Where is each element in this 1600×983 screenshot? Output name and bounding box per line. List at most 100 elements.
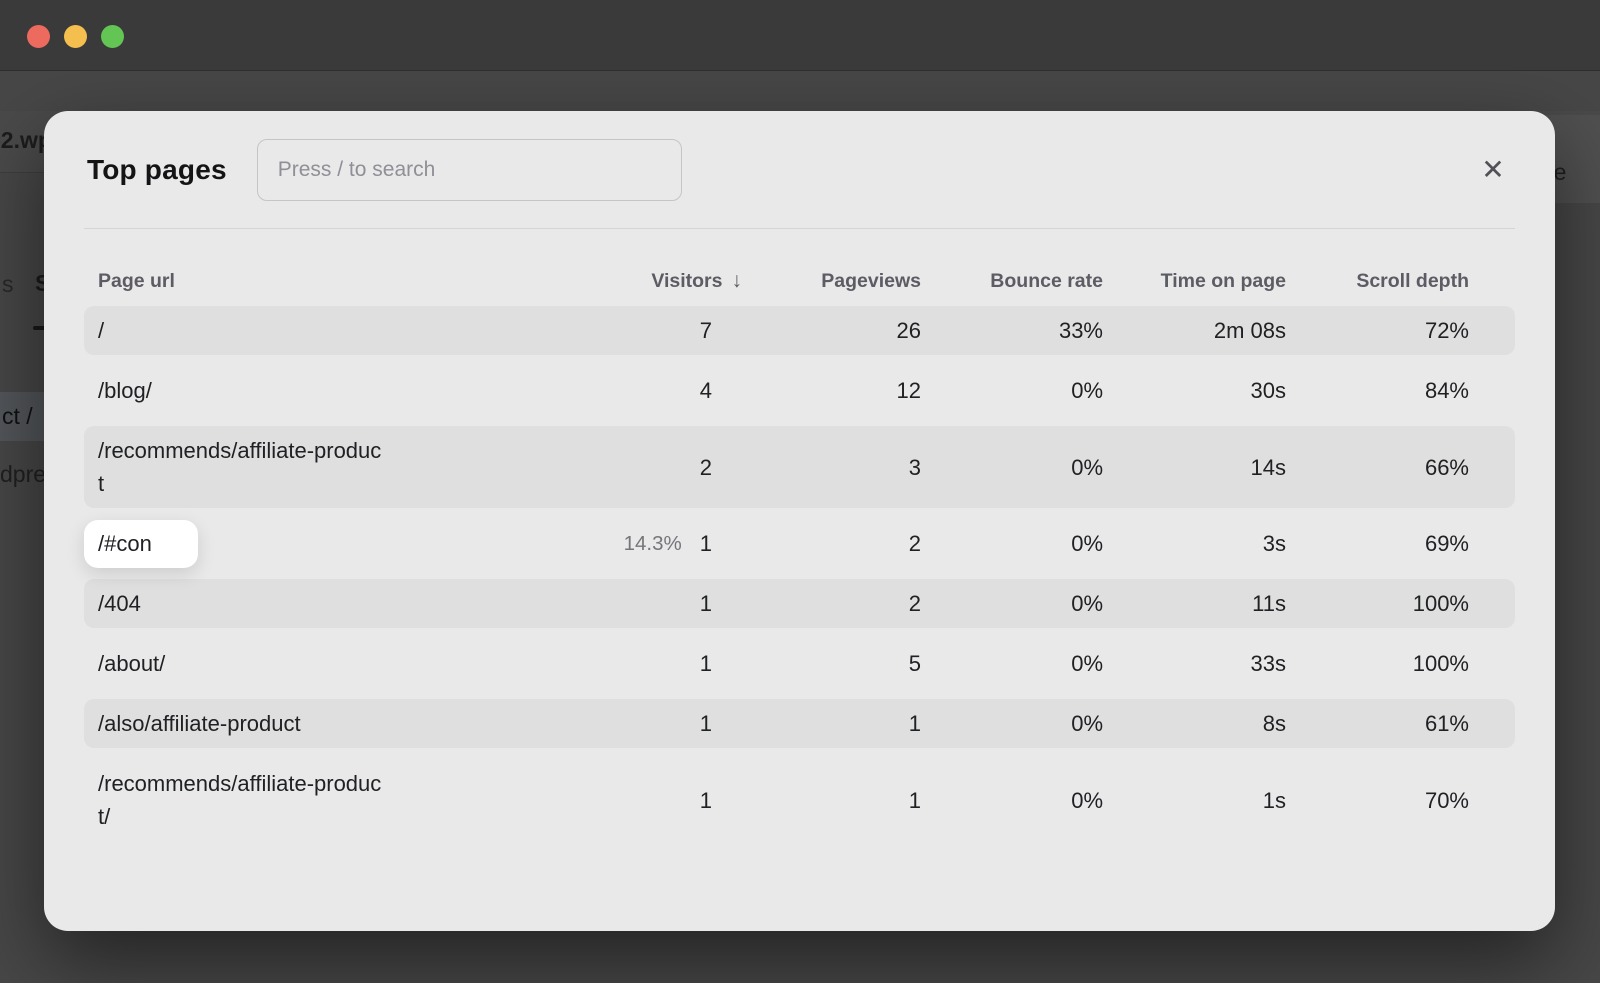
column-header-time-on-page[interactable]: Time on page	[1160, 270, 1286, 292]
pageviews-value: 3	[908, 454, 921, 480]
window-titlebar	[0, 0, 1600, 71]
page-url-cell: /also/affiliate-product	[84, 707, 504, 740]
close-icon: ✕	[1481, 153, 1505, 185]
visitors-value: 1	[699, 711, 712, 736]
pageviews-value: 2	[908, 531, 921, 556]
pageviews-value: 12	[896, 378, 921, 403]
close-button[interactable]: ✕	[1471, 148, 1515, 192]
bounce-rate-cell: 0%	[921, 374, 1103, 407]
time-on-page-value: 2m 08s	[1213, 318, 1286, 343]
table-row[interactable]: /also/affiliate-product 1 1 0% 8s 61%	[84, 699, 1515, 748]
scroll-depth-value: 84%	[1424, 378, 1469, 403]
pageviews-cell: 3	[712, 451, 921, 484]
visitors-cell: 1	[504, 587, 712, 620]
pageviews-cell: 5	[712, 647, 921, 680]
visitors-value: 1	[699, 531, 712, 556]
scroll-depth-cell: 70%	[1286, 784, 1469, 817]
search-input[interactable]	[256, 138, 682, 201]
page-url: /404	[98, 591, 141, 616]
table-row[interactable]: /#con 14.3% 1 2 0% 3s 69%	[84, 519, 1515, 568]
visitors-cell: 2	[504, 451, 712, 484]
bounce-rate-value: 0%	[1071, 454, 1103, 480]
background-text-fragment: dpre	[0, 461, 47, 487]
column-header-visitors[interactable]: Visitors ↓	[651, 269, 742, 292]
visitors-value: 1	[699, 651, 712, 676]
table-row[interactable]: / 7 26 33% 2m 08s 72%	[84, 306, 1515, 355]
table-row[interactable]: /blog/ 4 12 0% 30s 84%	[84, 366, 1515, 415]
time-on-page-value: 14s	[1250, 454, 1286, 480]
scroll-depth-cell: 69%	[1286, 527, 1469, 560]
hover-highlight-pill	[84, 519, 198, 568]
column-header-scroll-depth[interactable]: Scroll depth	[1356, 270, 1469, 292]
scroll-depth-cell: 61%	[1286, 707, 1469, 740]
bounce-rate-cell: 0%	[921, 647, 1103, 680]
scroll-depth-cell: 100%	[1286, 587, 1469, 620]
page-url-cell: /recommends/affiliate-product	[84, 434, 504, 500]
dialog-title: Top pages	[87, 153, 227, 185]
scroll-depth-value: 72%	[1424, 318, 1469, 343]
visitors-value: 4	[699, 378, 712, 403]
bounce-rate-value: 0%	[1071, 378, 1103, 403]
column-header-page-url[interactable]: Page url	[98, 270, 175, 292]
visitors-cell: 1	[504, 647, 712, 680]
time-on-page-cell: 1s	[1103, 784, 1286, 817]
table-header: Page url Visitors ↓ Pageviews Bounce rate Tim…	[84, 269, 1515, 293]
page-url: /about/	[98, 651, 166, 676]
dialog-header: Top pages ✕	[84, 111, 1515, 229]
scroll-depth-value: 61%	[1424, 711, 1469, 736]
traffic-light-close-button[interactable]	[27, 25, 50, 48]
table-row[interactable]: /recommends/affiliate-product/ 1 1 0% 1s…	[84, 759, 1515, 841]
table-row[interactable]: /recommends/affiliate-product 2 3 0% 14s…	[84, 426, 1515, 508]
sort-desc-icon: ↓	[731, 269, 743, 292]
pageviews-cell: 12	[712, 374, 921, 407]
visitors-cell: 14.3% 1	[504, 527, 712, 560]
scroll-depth-value: 70%	[1424, 787, 1469, 813]
pageviews-cell: 2	[712, 527, 921, 560]
time-on-page-cell: 30s	[1103, 374, 1286, 407]
visitors-value: 1	[699, 591, 712, 616]
pageviews-value: 2	[908, 591, 921, 616]
time-on-page-cell: 11s	[1103, 587, 1286, 620]
page-url: /also/affiliate-product	[98, 711, 301, 736]
traffic-light-minimize-button[interactable]	[64, 25, 87, 48]
bounce-rate-cell: 33%	[921, 314, 1103, 347]
bounce-rate-cell: 0%	[921, 707, 1103, 740]
scroll-depth-value: 66%	[1424, 454, 1469, 480]
bounce-rate-value: 0%	[1071, 651, 1103, 676]
scroll-depth-cell: 100%	[1286, 647, 1469, 680]
page-url: /recommends/affiliate-product	[98, 438, 382, 496]
visitors-cell: 1	[504, 784, 712, 817]
page-url: /	[98, 318, 105, 343]
visitors-cell: 4	[504, 374, 712, 407]
pageviews-value: 26	[896, 318, 921, 343]
page-url-cell: /#con	[84, 519, 504, 568]
pageviews-cell: 2	[712, 587, 921, 620]
table-row[interactable]: /404 1 2 0% 11s 100%	[84, 579, 1515, 628]
time-on-page-cell: 3s	[1103, 527, 1286, 560]
column-header-pageviews[interactable]: Pageviews	[821, 270, 921, 292]
top-pages-dialog: Top pages ✕ Page url Visitors↓ Pageviews Bo…	[44, 111, 1555, 931]
time-on-page-value: 30s	[1250, 378, 1286, 403]
table-body: / 7 26 33% 2m 08s 72% /blog/ 4 12 0% 30s…	[84, 306, 1515, 841]
bounce-rate-value: 33%	[1058, 318, 1103, 343]
bounce-rate-cell: 0%	[921, 587, 1103, 620]
scroll-depth-cell: 66%	[1286, 451, 1469, 484]
page-url-cell: /about/	[84, 647, 504, 680]
scroll-depth-value: 100%	[1412, 591, 1469, 616]
bounce-rate-cell: 0%	[921, 784, 1103, 817]
table-row[interactable]: /about/ 1 5 0% 33s 100%	[84, 639, 1515, 688]
bounce-rate-value: 0%	[1071, 591, 1103, 616]
page-url-cell: /404	[84, 587, 504, 620]
tab-fragment-left: s	[2, 271, 14, 297]
page-url: /recommends/affiliate-product/	[98, 771, 382, 829]
time-on-page-cell: 33s	[1103, 647, 1286, 680]
page-url-cell: /	[84, 314, 504, 347]
scroll-depth-value: 69%	[1424, 531, 1469, 556]
time-on-page-cell: 2m 08s	[1103, 314, 1286, 347]
time-on-page-value: 3s	[1262, 531, 1286, 556]
visitors-cell: 1	[504, 707, 712, 740]
traffic-light-zoom-button[interactable]	[101, 25, 124, 48]
column-header-bounce-rate[interactable]: Bounce rate	[990, 270, 1103, 292]
bounce-rate-value: 0%	[1071, 711, 1103, 736]
